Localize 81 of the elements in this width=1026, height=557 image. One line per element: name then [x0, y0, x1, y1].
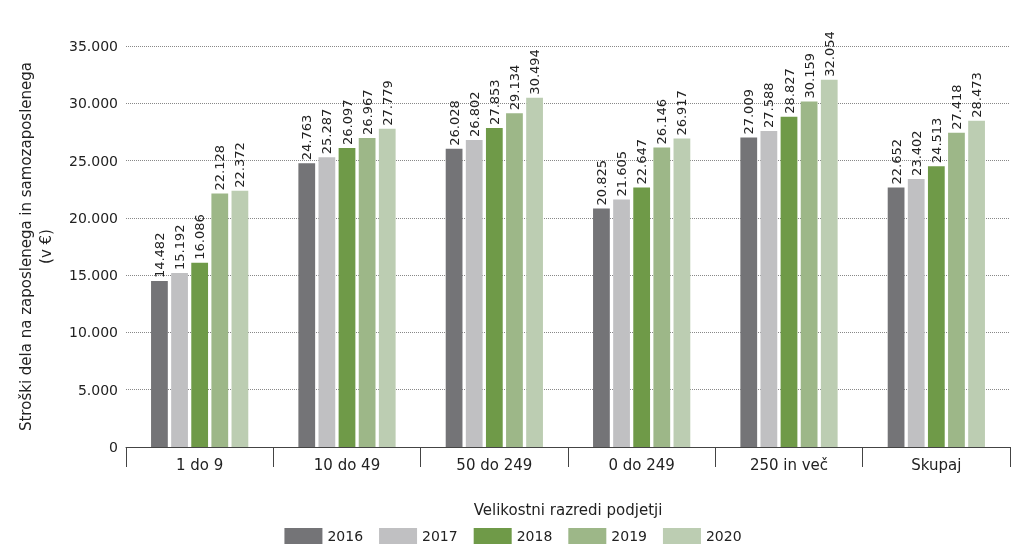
data-label: 22.372: [232, 142, 248, 188]
bar: [378, 128, 396, 447]
legend-label: 2016: [327, 528, 364, 544]
bar: [653, 147, 671, 447]
y-tick-label: 15.000: [69, 267, 118, 284]
bar: [673, 138, 691, 447]
bar: [445, 148, 463, 447]
data-label: 27.853: [486, 79, 502, 125]
data-label: 28.827: [781, 68, 797, 114]
data-label: 22.647: [634, 139, 650, 185]
data-label: 27.588: [761, 82, 777, 128]
bar: [800, 101, 818, 447]
data-label: 15.192: [172, 224, 188, 270]
data-label: 26.097: [339, 99, 355, 145]
data-label: 27.418: [948, 84, 964, 130]
data-label: 20.825: [593, 159, 609, 206]
legend-label: 2020: [705, 528, 742, 544]
bar: [171, 272, 188, 447]
y-tick-label: 0: [109, 439, 118, 455]
bar: [465, 139, 483, 447]
bar: [298, 163, 316, 447]
bar: [593, 208, 610, 447]
data-label: 16.086: [192, 214, 208, 260]
data-label: 30.494: [527, 49, 543, 95]
data-label: 30.159: [801, 52, 817, 99]
y-axis-title: Stroški dela na zaposlenega in samozaposlenega (v €): [17, 61, 55, 432]
data-label: 29.134: [506, 64, 522, 111]
data-label: 26.917: [674, 90, 690, 136]
legend-label: 2017: [422, 528, 458, 544]
bar: [526, 97, 543, 447]
data-label: 24.513: [928, 117, 944, 164]
x-tick-label: 0 do 249: [608, 455, 675, 474]
bar: [358, 138, 376, 447]
data-label: 14.482: [151, 232, 167, 279]
x-tick-label: 10 do 49: [313, 455, 381, 474]
data-label: 27.009: [741, 89, 757, 135]
y-tick-label: 25.000: [69, 152, 118, 169]
bar: [318, 157, 336, 447]
bar: [927, 166, 945, 447]
data-label: 26.802: [466, 91, 482, 137]
bar: [506, 113, 523, 447]
bar: [191, 262, 209, 447]
bar: [760, 130, 778, 447]
data-label: 25.287: [319, 108, 335, 155]
y-tick-label: 30.000: [69, 95, 118, 112]
data-label: 24.763: [299, 114, 315, 161]
legend-label: 2019: [611, 528, 647, 544]
data-label: 22.652: [888, 138, 904, 185]
bar: [887, 187, 905, 447]
bar: [907, 178, 925, 447]
bar: [633, 187, 651, 447]
bar: [820, 79, 838, 447]
x-axis-title: Velikostni razredi podjetji: [473, 500, 663, 519]
bar: [485, 127, 503, 447]
data-label: 26.146: [654, 98, 670, 145]
x-tick-label: Skupaj: [911, 455, 962, 474]
x-tick-label: 1 do 9: [176, 455, 224, 474]
legend-label: 2018: [516, 528, 553, 544]
y-tick-label: 20.000: [69, 209, 118, 226]
bar: [948, 132, 965, 447]
data-label: 32.054: [821, 31, 837, 77]
x-tick-label: 50 do 249: [456, 455, 533, 474]
bar: [740, 137, 758, 447]
data-label: 21.605: [614, 150, 630, 197]
data-label: 26.967: [359, 89, 375, 136]
y-tick-label: 10.000: [69, 324, 118, 341]
bar: [211, 193, 229, 447]
data-label: 28.473: [969, 72, 985, 118]
bar: [613, 199, 630, 447]
data-label: 22.128: [212, 144, 228, 191]
data-label: 27.779: [379, 80, 395, 126]
bar: [968, 120, 985, 447]
data-label: 26.028: [446, 100, 462, 146]
bar: [231, 190, 249, 447]
bar: [151, 281, 168, 447]
y-tick-label: 5.000: [77, 381, 118, 398]
bar: [338, 148, 356, 447]
y-tick-label: 35.000: [69, 38, 118, 54]
data-label: 23.402: [908, 130, 924, 176]
bar: [780, 116, 798, 447]
x-tick-label: 250 in več: [749, 455, 829, 474]
